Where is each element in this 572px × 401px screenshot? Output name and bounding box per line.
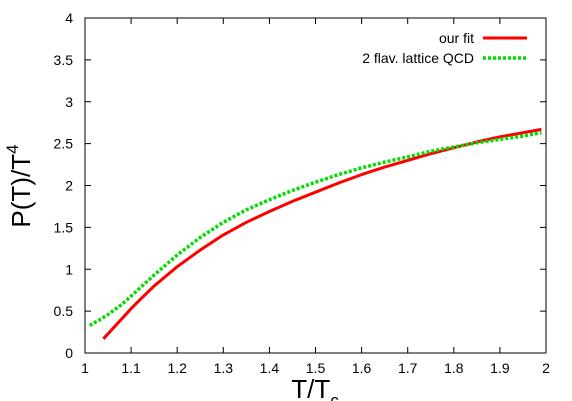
x-tick-labels: 1 1.1 1.2 1.3 1.4 1.5 1.6 1.7 1.8 1.9 2 — [81, 360, 550, 376]
y-tick-label: 3.5 — [54, 52, 74, 68]
series-line-our-fit — [102, 127, 542, 340]
x-axis-title-sub: c — [330, 391, 339, 401]
y-tick-label: 0.5 — [54, 303, 74, 319]
x-tick-label: 1.8 — [444, 360, 464, 376]
y-tick-labels: 0 0.5 1 1.5 2 2.5 3 3.5 4 — [54, 10, 74, 361]
y-axis-title-base: P(T)/T — [6, 154, 36, 228]
x-tick-label: 1.3 — [214, 360, 234, 376]
x-tick-label: 1.2 — [167, 360, 187, 376]
x-tick-label: 1.5 — [306, 360, 326, 376]
x-tick-label: 1.4 — [260, 360, 280, 376]
x-tick-label: 1.9 — [490, 360, 510, 376]
x-tick-label: 1.1 — [121, 360, 141, 376]
y-tick-label: 0 — [65, 345, 73, 361]
y-axis-title-sup: 4 — [3, 144, 22, 153]
x-tick-label: 1.7 — [398, 360, 418, 376]
y-tick-label: 2.5 — [54, 136, 74, 152]
tick-marks — [84, 17, 547, 354]
y-tick-label: 1.5 — [54, 219, 74, 235]
x-tick-label: 2 — [542, 360, 550, 376]
x-tick-label: 1 — [81, 360, 89, 376]
legend-label-our-fit: our fit — [439, 30, 474, 46]
series-lines — [88, 127, 542, 340]
x-axis-title: T/Tc — [291, 374, 339, 401]
y-axis-title: P(T)/T4 — [3, 144, 36, 227]
x-axis-title-base: T/T — [291, 374, 330, 401]
plot-frame — [84, 17, 547, 354]
y-tick-label: 4 — [65, 10, 73, 26]
series-line-lattice-qcd — [88, 130, 542, 327]
y-tick-label: 3 — [65, 94, 73, 110]
x-tick-label: 1.6 — [352, 360, 372, 376]
legend-label-lattice-qcd: 2 flav. lattice QCD — [362, 50, 474, 66]
y-tick-label: 2 — [65, 178, 73, 194]
y-tick-label: 1 — [65, 261, 73, 277]
legend: our fit 2 flav. lattice QCD — [362, 30, 527, 66]
